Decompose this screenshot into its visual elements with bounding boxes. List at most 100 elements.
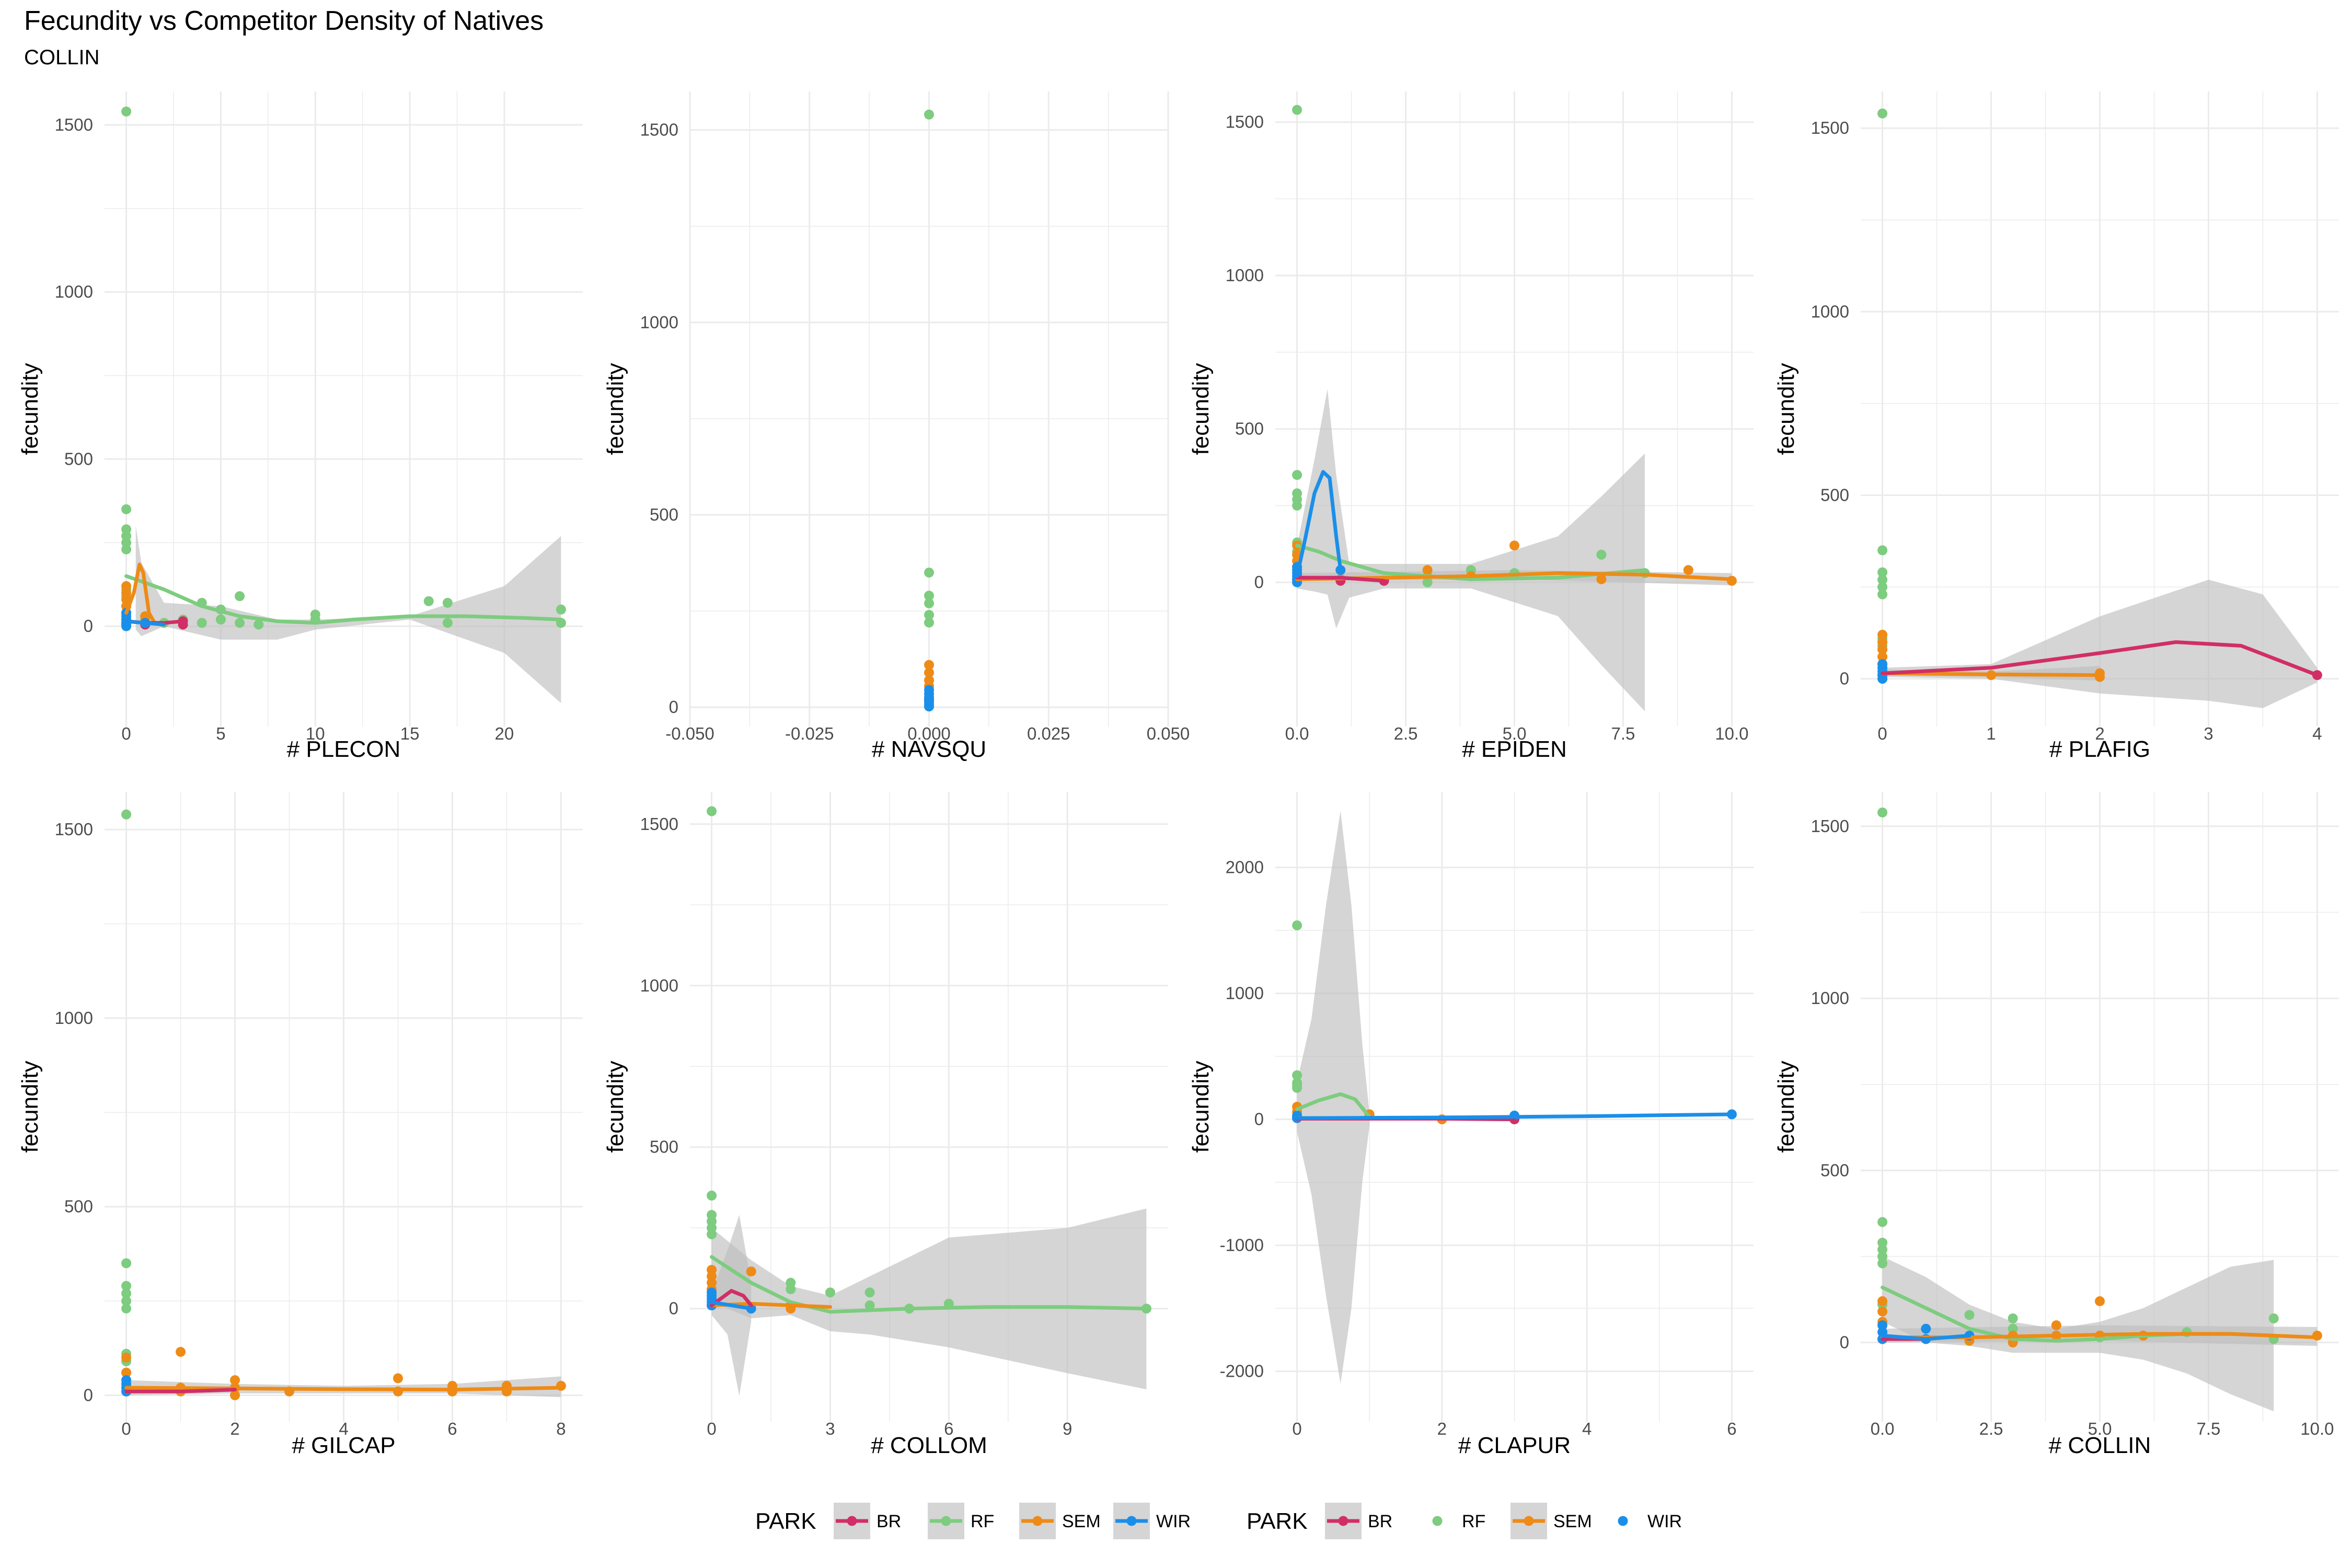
data-point-rf [1877,1258,1888,1269]
facet-panel-2: -0.050 -0.025 0.000 0.025 0.050 0 500 1000 1500 #… [603,91,1190,762]
data-point-sem [1422,565,1433,575]
data-point-rf [442,597,453,608]
data-point-rf [1292,1082,1302,1093]
legend-key-sem [1019,1503,1056,1539]
data-point-rf [1292,920,1302,930]
data-point-rf [1877,567,1888,578]
data-point-rf [121,809,132,820]
data-point-rf [825,1287,835,1298]
data-point-sem [746,1266,756,1277]
legend-title: PARK [755,1508,816,1534]
x-tick-label: 5.0 [2088,1419,2112,1438]
data-point-wir [121,621,132,631]
data-point-rf [2268,1313,2279,1323]
data-point-sem [2095,1296,2105,1307]
smooth-line-br [710,1289,753,1307]
data-point-rf [121,1281,132,1291]
x-tick-label: -0.025 [785,724,834,743]
data-point-sem [1683,565,1693,575]
data-point-rf [197,618,207,628]
data-point-sem [230,1375,240,1386]
x-tick-label: 2 [2095,724,2104,743]
y-tick-label: 2000 [1226,858,1264,877]
data-point-sem [1877,629,1888,640]
legend-point-swatch [1618,1516,1628,1526]
x-tick-label: 2 [230,1419,239,1438]
data-point-rf [707,1229,717,1240]
y-tick-label: 1000 [1226,266,1264,285]
data-point-sem [230,1390,240,1400]
y-tick-label: 1500 [1226,112,1264,132]
y-tick-label: 0 [669,697,678,717]
x-axis-label: # GILCAP [292,1433,395,1458]
smooth-line-wir [1295,1112,1734,1120]
x-tick-label: 0 [121,1419,131,1438]
y-tick-label: 1500 [640,814,678,834]
legend-key-rf [928,1503,964,1539]
x-tick-label: 0.025 [1027,724,1070,743]
legend-label: SEM [1062,1512,1101,1531]
smooth-line-sem [1881,671,2102,677]
smooth-line-rf [124,574,563,625]
data-point-rf [924,609,934,620]
legend-point-swatch [1338,1516,1348,1526]
legend-label: WIR [1156,1512,1191,1531]
x-tick-label: 10.0 [1715,724,1748,743]
y-tick-label: 500 [1820,486,1849,505]
x-tick-label: 4 [339,1419,348,1438]
data-point-rf [1422,577,1433,587]
data-point-rf [924,567,934,578]
data-point-rf [1877,1238,1888,1248]
y-tick-label: 1500 [1811,118,1849,137]
y-tick-label: 1500 [55,115,93,134]
data-point-rf [1877,1251,1888,1262]
x-tick-label: 0 [1877,724,1887,743]
x-tick-label: 6 [1727,1419,1736,1438]
data-point-rf [2008,1313,2018,1323]
data-point-rf [1877,108,1888,119]
y-tick-label: 0 [1254,1110,1264,1129]
legend-point-swatch [941,1516,951,1526]
y-tick-label: 1000 [640,313,678,332]
x-axis-label: # PLECON [287,736,401,762]
data-point-rf [235,591,245,602]
facet-panel-1: 0 5 10 15 20 0 500 1000 1500 # PLECON fecundity [17,91,583,762]
data-point-rf [1292,500,1302,511]
data-point-sem [121,1367,132,1378]
legend-key-br [1325,1503,1362,1539]
y-tick-label: 500 [1820,1160,1849,1180]
data-point-wir [924,701,934,712]
y-tick-label: 500 [1235,419,1264,439]
y-axis-label: fecundity [603,1060,628,1152]
legend-point-swatch [1126,1516,1137,1526]
x-axis-label: # PLAFIG [2049,736,2150,762]
confidence-ribbon [135,526,561,704]
smooth-line-wir [710,1300,753,1311]
confidence-ribbon [1297,389,1645,711]
x-axis-label: # NAVSQU [872,736,986,762]
data-point-rf [423,596,434,606]
data-point-rf [864,1287,875,1298]
y-tick-label: 1000 [55,1008,93,1028]
data-point-rf [1877,545,1888,556]
x-axis-label: # CLAPUR [1458,1433,1571,1458]
chart-subtitle: COLLIN [24,46,100,69]
facet-panel-8: 0.0 2.5 5.0 7.5 10.0 0 500 1000 1500 # COLLIN fecu… [1773,792,2339,1458]
y-axis-label: fecundity [17,363,43,455]
legend-label: BR [1368,1512,1392,1531]
smooth-line-rf [710,1255,1148,1314]
legend-key-sem [1511,1503,1547,1539]
x-tick-label: 0 [121,724,131,743]
x-tick-label: 0.050 [1147,724,1190,743]
y-tick-label: 1500 [640,120,678,140]
x-tick-label: 5.0 [1503,724,1527,743]
x-axis-label: # COLLOM [871,1433,987,1458]
x-tick-label: 2 [1437,1419,1447,1438]
smooth-line-sem [124,1386,563,1392]
data-point-rf [924,617,934,628]
chart-title: Fecundity vs Competitor Density of Nativ… [24,6,544,36]
legend-label: RF [971,1512,994,1531]
x-tick-label: 9 [1063,1419,1072,1438]
x-tick-label: 6 [447,1419,457,1438]
y-tick-label: 0 [84,616,93,636]
